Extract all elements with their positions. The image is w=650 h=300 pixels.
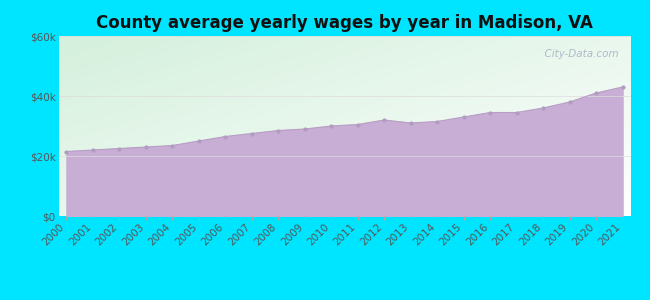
Point [114,146,125,151]
Point [246,131,257,136]
Point [167,143,177,148]
Point [194,139,204,143]
Point [379,118,389,122]
Point [432,119,443,124]
Point [485,110,495,115]
Point [140,145,151,149]
Point [564,100,575,104]
Title: County average yearly wages by year in Madison, VA: County average yearly wages by year in M… [96,14,593,32]
Text: City-Data.com: City-Data.com [538,49,619,58]
Point [88,148,98,152]
Point [352,122,363,127]
Point [591,91,601,95]
Point [512,110,522,115]
Point [458,115,469,119]
Point [273,128,283,133]
Point [61,149,72,154]
Point [300,127,310,131]
Point [220,134,231,139]
Point [618,85,628,89]
Point [538,106,549,110]
Point [406,121,416,125]
Point [326,124,337,128]
